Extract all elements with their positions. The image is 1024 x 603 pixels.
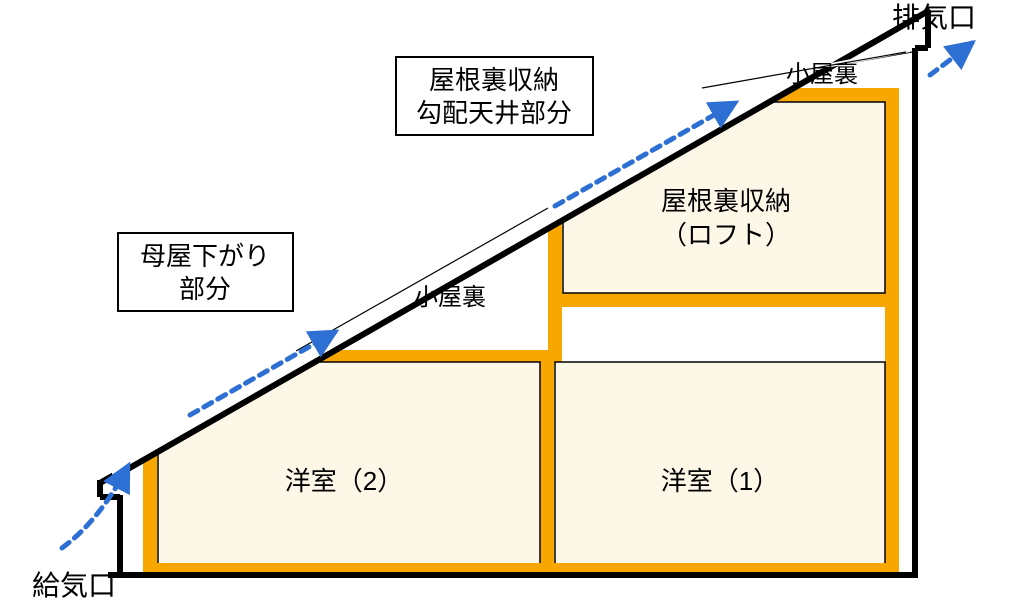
loft-label-line1: 屋根裏収納 bbox=[661, 186, 791, 216]
intake-label: 給気口 bbox=[32, 570, 116, 601]
box1-line2: 部分 bbox=[179, 274, 231, 304]
label-box-2: 屋根裏収納 勾配天井部分 bbox=[396, 57, 593, 135]
attic-label-right: 小屋裏 bbox=[786, 61, 858, 88]
room1-label: 洋室（1） bbox=[661, 466, 779, 496]
attic-label-left: 小屋裏 bbox=[414, 284, 486, 311]
exhaust-label: 排気口 bbox=[892, 2, 976, 33]
box2-line1: 屋根裏収納 bbox=[429, 65, 559, 95]
exhaust-arrow bbox=[930, 43, 972, 75]
loft-label-line2: （ロフト） bbox=[661, 220, 791, 250]
box1-line1: 母屋下がり bbox=[140, 241, 270, 271]
room2-label: 洋室（2） bbox=[285, 466, 403, 496]
box2-line2: 勾配天井部分 bbox=[416, 98, 572, 128]
label-box-1: 母屋下がり 部分 bbox=[118, 233, 293, 311]
